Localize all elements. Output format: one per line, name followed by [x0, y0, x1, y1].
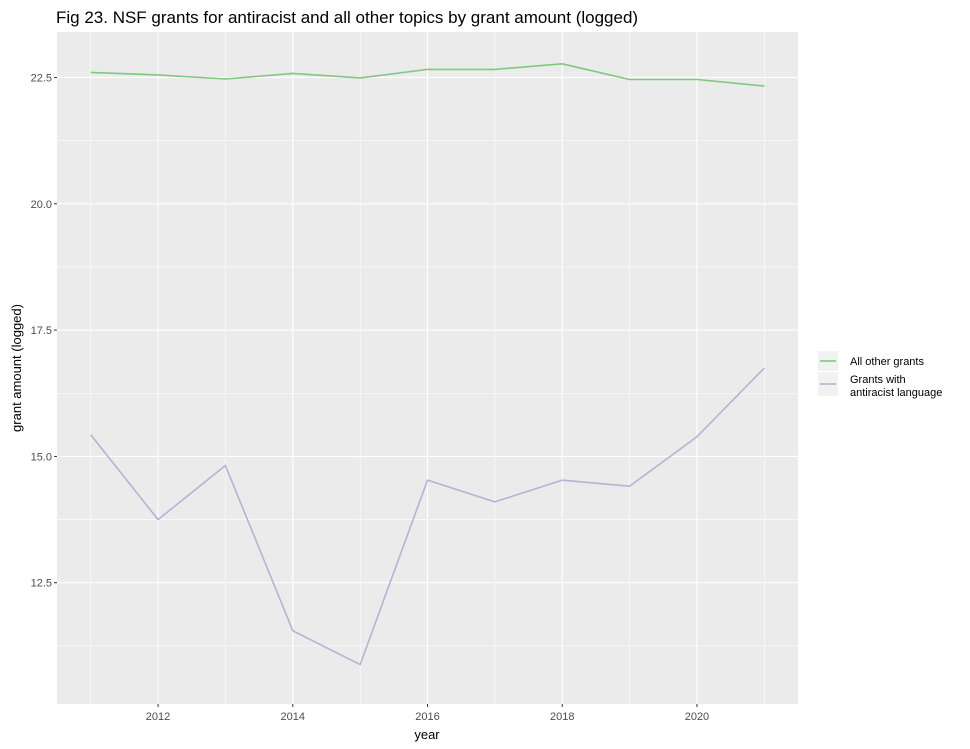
legend-label-antiracist-grants-line-1: Grants with — [850, 374, 906, 386]
y-tick-label: 22.5 — [31, 72, 52, 84]
x-axis: 2012 2014 2016 2018 2020 — [146, 704, 709, 723]
legend-label-antiracist-grants-line-2: antiracist language — [850, 387, 942, 399]
x-tick-label: 2018 — [550, 711, 574, 723]
y-tick-label: 12.5 — [31, 578, 52, 590]
legend-label-all-other-grants: All other grants — [850, 356, 924, 368]
x-tick-label: 2016 — [415, 711, 439, 723]
y-tick-label: 20.0 — [31, 199, 52, 211]
major-gridlines — [57, 32, 798, 704]
x-tick-label: 2012 — [146, 711, 170, 723]
y-tick-label: 17.5 — [31, 325, 52, 337]
x-axis-title: year — [414, 727, 440, 742]
series-line-all-other-grants — [90, 63, 765, 87]
y-axis-title: grant amount (logged) — [9, 304, 24, 432]
series-lines — [90, 63, 765, 666]
x-tick-label: 2014 — [281, 711, 305, 723]
y-axis: 12.5 15.0 17.5 20.0 22.5 — [31, 72, 57, 590]
chart-title: Fig 23. NSF grants for antiracist and al… — [56, 8, 638, 27]
legend: All other grants Grants with antiracist … — [818, 351, 942, 399]
series-line-antiracist-grants — [90, 367, 765, 666]
y-tick-label: 15.0 — [31, 451, 52, 463]
x-tick-label: 2020 — [685, 711, 709, 723]
